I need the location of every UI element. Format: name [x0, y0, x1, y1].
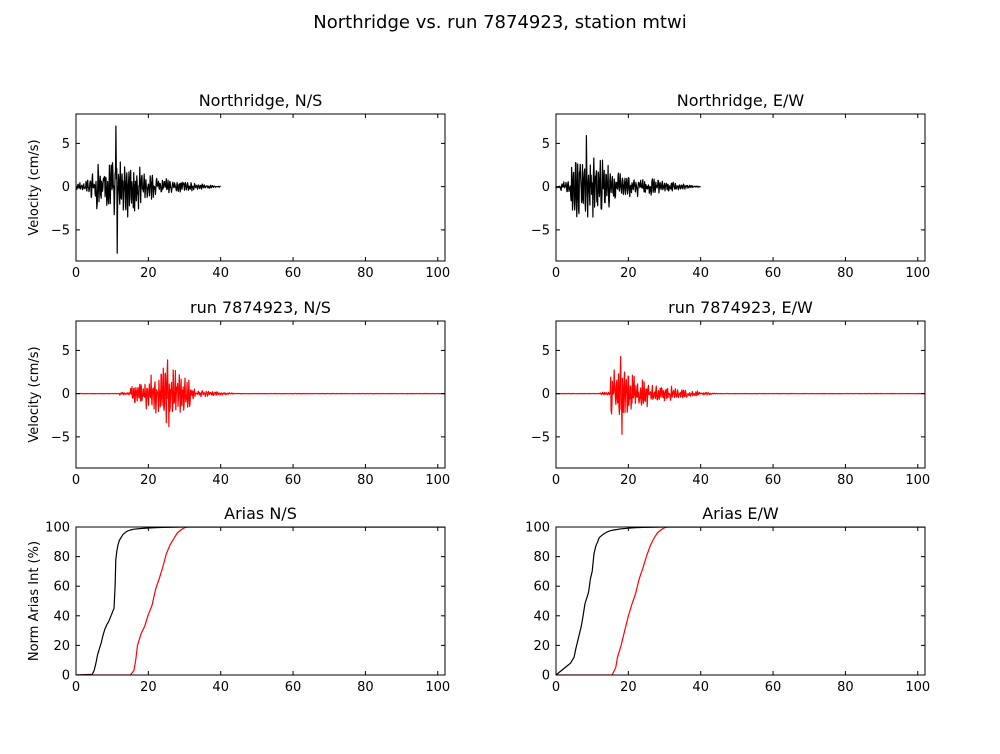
x-tick-label: 40 — [692, 266, 709, 281]
y-tick-label: 5 — [62, 137, 70, 152]
subplot-title: Arias E/W — [702, 504, 779, 523]
x-tick-label: 0 — [72, 680, 80, 695]
y-axis-label: Velocity (cm/s) — [27, 346, 42, 442]
subplot-title: Northridge, E/W — [677, 91, 805, 110]
x-tick-label: 60 — [765, 266, 782, 281]
x-tick-label: 80 — [837, 266, 854, 281]
y-tick-label: 80 — [53, 550, 70, 565]
x-tick-label: 40 — [212, 680, 229, 695]
x-tick-label: 100 — [425, 680, 450, 695]
y-tick-label: 60 — [53, 580, 70, 595]
x-tick-label: 60 — [285, 473, 302, 488]
y-tick-label: 0 — [542, 387, 550, 402]
y-tick-label: 5 — [62, 344, 70, 359]
subplot-title: Arias N/S — [224, 504, 297, 523]
axes-frame — [75, 113, 446, 262]
y-tick-label: 5 — [542, 344, 550, 359]
axes-frame — [75, 320, 446, 469]
x-tick-label: 60 — [285, 266, 302, 281]
y-tick-label: 20 — [53, 639, 70, 654]
x-tick-label: 80 — [357, 266, 374, 281]
x-tick-label: 80 — [837, 680, 854, 695]
x-tick-label: 60 — [765, 473, 782, 488]
subplot-title: run 7874923, E/W — [668, 298, 813, 317]
y-tick-label: 60 — [533, 580, 550, 595]
x-tick-label: 100 — [425, 266, 450, 281]
subplot-2: 0 20 40 60 80 100 −5 0 5 Northridge, E/W — [531, 91, 930, 281]
series-line-1 — [76, 359, 445, 428]
y-axis-label: Norm Arias Int (%) — [27, 541, 42, 661]
series-line-1 — [556, 355, 925, 435]
x-tick-label: 60 — [765, 680, 782, 695]
x-tick-label: 20 — [140, 266, 157, 281]
y-tick-label: 0 — [62, 180, 70, 195]
x-tick-label: 20 — [620, 680, 637, 695]
x-tick-label: 40 — [692, 473, 709, 488]
series-line-1 — [556, 135, 701, 218]
y-tick-label: 80 — [533, 550, 550, 565]
x-tick-label: 20 — [140, 680, 157, 695]
x-tick-label: 0 — [552, 680, 560, 695]
subplot-3: 0 20 40 60 80 100 −5 0 5 run 7874923, N/S Velocity… — [27, 298, 450, 488]
subplot-1: 0 20 40 60 80 100 −5 0 5 Northridge, N/S Velocity … — [27, 91, 450, 281]
series-line-2 — [556, 527, 925, 675]
series-line-1 — [76, 527, 445, 675]
y-tick-label: 100 — [45, 521, 70, 536]
y-tick-label: 40 — [53, 609, 70, 624]
x-tick-label: 40 — [212, 473, 229, 488]
axes-frame — [555, 320, 926, 469]
x-tick-label: 20 — [620, 473, 637, 488]
x-tick-label: 80 — [357, 680, 374, 695]
subplot-title: run 7874923, N/S — [190, 298, 331, 317]
y-tick-label: −5 — [531, 223, 550, 238]
y-tick-label: 100 — [525, 521, 550, 536]
axes-frame — [555, 526, 926, 676]
x-tick-label: 100 — [905, 266, 930, 281]
subplot-5: 0 20 40 60 80 100 0 20 40 60 80 100 Arias N/S Norm Ar… — [27, 504, 450, 695]
x-tick-label: 40 — [212, 266, 229, 281]
y-tick-label: 0 — [542, 669, 550, 684]
x-tick-label: 40 — [692, 680, 709, 695]
y-axis-label: Velocity (cm/s) — [27, 139, 42, 235]
subplot-4: 0 20 40 60 80 100 −5 0 5 run 7874923, E/W — [531, 298, 930, 488]
series-line-1 — [556, 527, 925, 675]
x-tick-label: 0 — [552, 266, 560, 281]
x-tick-label: 0 — [552, 473, 560, 488]
x-tick-label: 80 — [837, 473, 854, 488]
y-tick-label: −5 — [51, 223, 70, 238]
x-tick-label: 20 — [620, 266, 637, 281]
subplot-6: 0 20 40 60 80 100 0 20 40 60 80 100 Arias E/W — [525, 504, 930, 695]
y-tick-label: 0 — [62, 387, 70, 402]
series-line-2 — [76, 527, 445, 675]
x-tick-label: 80 — [357, 473, 374, 488]
subplot-title: Northridge, N/S — [199, 91, 323, 110]
y-tick-label: 20 — [533, 639, 550, 654]
figure-title: Northridge vs. run 7874923, station mtwi — [313, 12, 687, 33]
x-tick-label: 20 — [140, 473, 157, 488]
axes-frame — [555, 113, 926, 262]
y-tick-label: −5 — [51, 430, 70, 445]
x-tick-label: 0 — [72, 473, 80, 488]
y-tick-label: 0 — [542, 180, 550, 195]
x-tick-label: 100 — [905, 680, 930, 695]
y-tick-label: 40 — [533, 609, 550, 624]
y-tick-label: 5 — [542, 137, 550, 152]
y-tick-label: −5 — [531, 430, 550, 445]
x-tick-label: 100 — [425, 473, 450, 488]
axes-frame — [75, 526, 446, 676]
x-tick-label: 0 — [72, 266, 80, 281]
y-tick-label: 0 — [62, 669, 70, 684]
x-tick-label: 60 — [285, 680, 302, 695]
x-tick-label: 100 — [905, 473, 930, 488]
series-line-1 — [76, 125, 221, 254]
